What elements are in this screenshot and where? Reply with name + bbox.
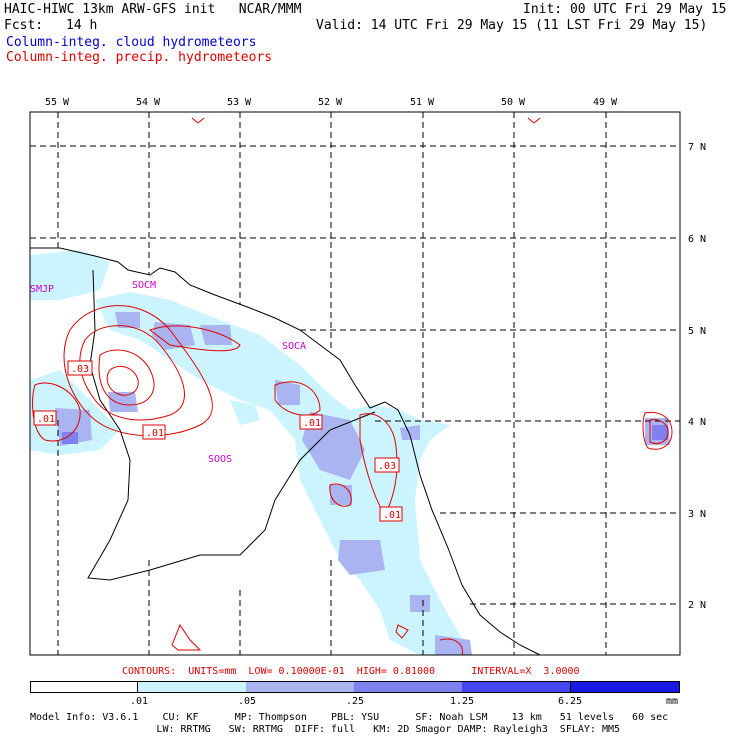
field-precip-legend: Column-integ. precip. hydrometeors: [6, 50, 273, 65]
contour-info: CONTOURS: UNITS=mm LOW= 0.10000E-01 HIGH…: [122, 666, 580, 677]
forecast-label: Fcst:: [4, 18, 44, 33]
contour-label-4: .01: [303, 418, 321, 429]
precip-contours: [32, 117, 673, 656]
forecast-hour: 14 h: [66, 18, 98, 33]
lon-label-54w: 54 W: [136, 97, 161, 108]
contour-label-texts: .03 .01 .01 .01 .03 .01: [37, 364, 401, 521]
colorbar-label-0: .01: [130, 696, 149, 707]
lon-label-55w: 55 W: [45, 97, 70, 108]
colorbar-label-1: .05: [238, 696, 257, 707]
lat-label-7n: 7 N: [688, 142, 706, 153]
lon-label-49w: 49 W: [593, 97, 618, 108]
contour-label-6: .01: [383, 510, 401, 521]
colorbar-unit: mm: [666, 696, 679, 707]
valid-time: Valid: 14 UTC Fri 29 May 15 (11 LST Fri …: [316, 18, 708, 33]
station-soca: SOCA: [282, 341, 306, 352]
contour-label-5: .03: [378, 461, 396, 472]
colorbar-label-2: .25: [346, 696, 365, 707]
cloud-shading-dark: [62, 425, 668, 444]
coastlines: [30, 247, 541, 656]
longitude-labels: 55 W 54 W 53 W 52 W 51 W 50 W 49 W: [45, 97, 618, 108]
colorbar-cell-4: [462, 681, 570, 693]
colorbar-label-4: 6.25: [558, 696, 583, 707]
station-smjp: SMJP: [30, 284, 54, 295]
latitude-labels: 7 N 6 N 5 N 4 N 3 N 2 N: [688, 142, 706, 611]
colorbar-label-3: 1.25: [450, 696, 475, 707]
colorbar-cell-1: [138, 681, 246, 693]
contour-label-2: .01: [37, 414, 55, 425]
colorbar-cell-5: [570, 681, 680, 693]
colorbar-cell-2: [246, 681, 354, 693]
contour-label-boxes: [33, 360, 403, 522]
lon-label-50w: 50 W: [501, 97, 526, 108]
lat-label-3n: 3 N: [688, 509, 706, 520]
model-info-line1: Model Info: V3.6.1 CU: KF MP: Thompson P…: [30, 712, 669, 723]
contour-label-3: .01: [146, 428, 164, 439]
contour-label-1: .03: [71, 364, 89, 375]
station-soos: SOOS: [208, 454, 232, 465]
lon-label-52w: 52 W: [318, 97, 343, 108]
title-line: HAIC-HIWC 13km ARW-GFS init NCAR/MMM: [4, 2, 302, 17]
model-info-line2: LW: RRTMG SW: RRTMG DIFF: full KM: 2D Sm…: [30, 724, 621, 735]
station-labels: SMJP SOCM SOCA SOOS: [30, 280, 306, 465]
lat-label-6n: 6 N: [688, 234, 706, 245]
station-socm: SOCM: [132, 280, 156, 291]
field-cloud-legend: Column-integ. cloud hydrometeors: [6, 35, 257, 50]
lat-label-5n: 5 N: [688, 326, 706, 337]
lat-label-4n: 4 N: [688, 417, 706, 428]
colorbar-cell-0: [30, 681, 138, 693]
lat-label-2n: 2 N: [688, 600, 706, 611]
colorbar-cell-3: [354, 681, 462, 693]
lon-label-53w: 53 W: [227, 97, 252, 108]
init-time: Init: 00 UTC Fri 29 May 15: [523, 2, 727, 17]
graticule: [30, 112, 680, 655]
lon-label-51w: 51 W: [410, 97, 435, 108]
cloud-shading-light: [30, 250, 470, 655]
